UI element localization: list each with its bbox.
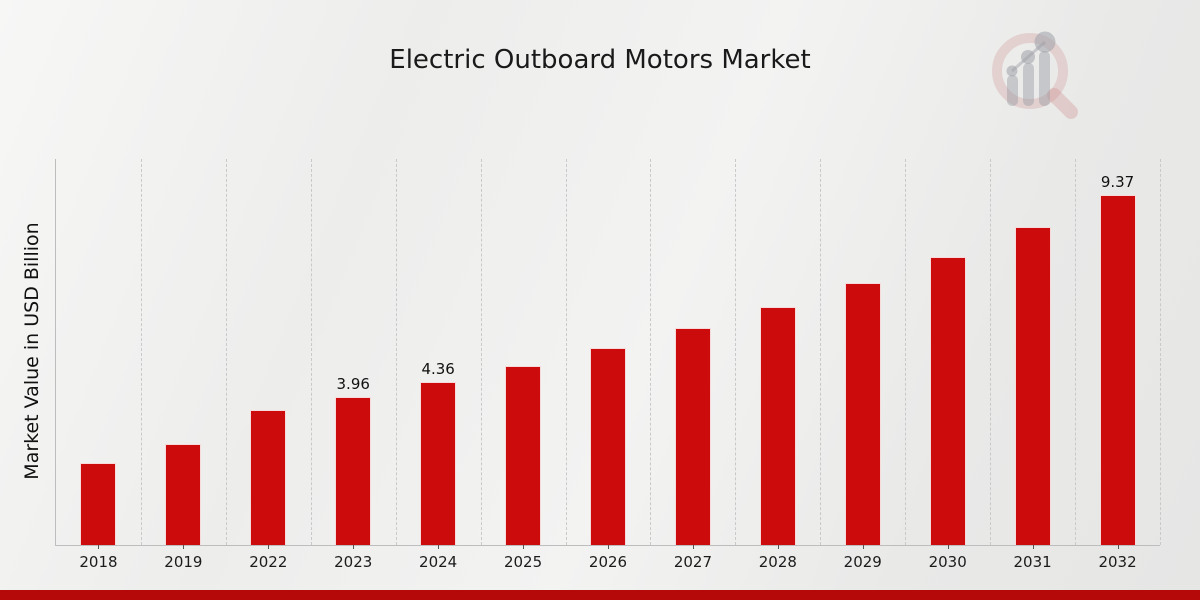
- x-axis-tick: [862, 545, 864, 549]
- x-axis-label-2023: 2023: [334, 553, 373, 571]
- y-axis-label: Market Value in USD Billion: [21, 222, 43, 480]
- vertical-gridline: [140, 159, 142, 545]
- bar-value-label-2023: 3.96: [336, 375, 370, 393]
- vertical-gridline: [395, 159, 397, 545]
- x-axis-label-2031: 2031: [1013, 553, 1052, 571]
- vertical-gridline: [310, 159, 312, 545]
- x-axis-label-2026: 2026: [588, 553, 628, 571]
- vertical-gridline: [650, 159, 652, 545]
- x-axis-label-2030: 2030: [928, 553, 967, 571]
- bar-value-label-2032: 9.37: [1100, 173, 1135, 191]
- x-axis-tick: [438, 545, 440, 549]
- bar-2019: [165, 444, 202, 545]
- x-axis-label-2022: 2022: [249, 553, 288, 571]
- x-axis-tick: [1117, 545, 1119, 549]
- bar-2023: [335, 397, 372, 545]
- chart-title: Electric Outboard Motors Market: [389, 45, 811, 75]
- bar-2027: [674, 328, 711, 545]
- x-axis-tick: [353, 545, 355, 549]
- vertical-gridline: [225, 159, 227, 545]
- bar-chart-plot-area: 2018 2019 2022 3.96 2023 4.36 2024 2025 2026 2027…: [55, 159, 1161, 571]
- vertical-gridline: [1075, 159, 1077, 545]
- footer-accent-strip: [0, 590, 1200, 600]
- x-axis-label-2019: 2019: [164, 553, 203, 571]
- x-axis-tick: [523, 545, 525, 549]
- x-axis-tick: [608, 545, 609, 549]
- x-axis-label-2025: 2025: [503, 553, 543, 571]
- x-axis-label-2028: 2028: [758, 553, 797, 571]
- x-axis-tick: [268, 545, 270, 549]
- x-axis-label-2018: 2018: [79, 553, 118, 571]
- bar-2025: [505, 366, 542, 545]
- vertical-gridline: [565, 159, 567, 545]
- x-axis-tick: [1032, 545, 1034, 549]
- bar-2024: [420, 382, 457, 545]
- bar-2031: [1014, 227, 1051, 545]
- x-axis-label-2024: 2024: [419, 553, 458, 571]
- vertical-gridline: [480, 159, 482, 545]
- bar-2028: [759, 307, 796, 545]
- x-axis-label-2029: 2029: [843, 553, 882, 571]
- bar-2026: [590, 348, 626, 545]
- bar-2032: [1099, 195, 1136, 545]
- vertical-gridline: [905, 159, 907, 545]
- x-axis-tick: [183, 545, 185, 549]
- vertical-gridline: [1160, 159, 1161, 545]
- vertical-gridline: [735, 159, 737, 545]
- x-axis-tick: [692, 545, 694, 549]
- x-axis-tick: [947, 545, 949, 549]
- vertical-gridline: [820, 159, 822, 545]
- bar-value-label-2024: 4.36: [421, 360, 455, 378]
- bar-2030: [929, 257, 966, 545]
- x-axis-label-2027: 2027: [673, 553, 713, 571]
- x-axis-tick: [98, 545, 100, 549]
- vertical-gridline: [990, 159, 992, 545]
- magnifier-bar-chart-watermark-logo-icon: [992, 31, 1078, 119]
- bar-2029: [844, 283, 881, 545]
- bar-2022: [250, 410, 287, 545]
- bar-2018: [80, 463, 117, 545]
- x-axis-tick: [777, 545, 779, 549]
- x-axis-label-2032: 2032: [1098, 553, 1137, 571]
